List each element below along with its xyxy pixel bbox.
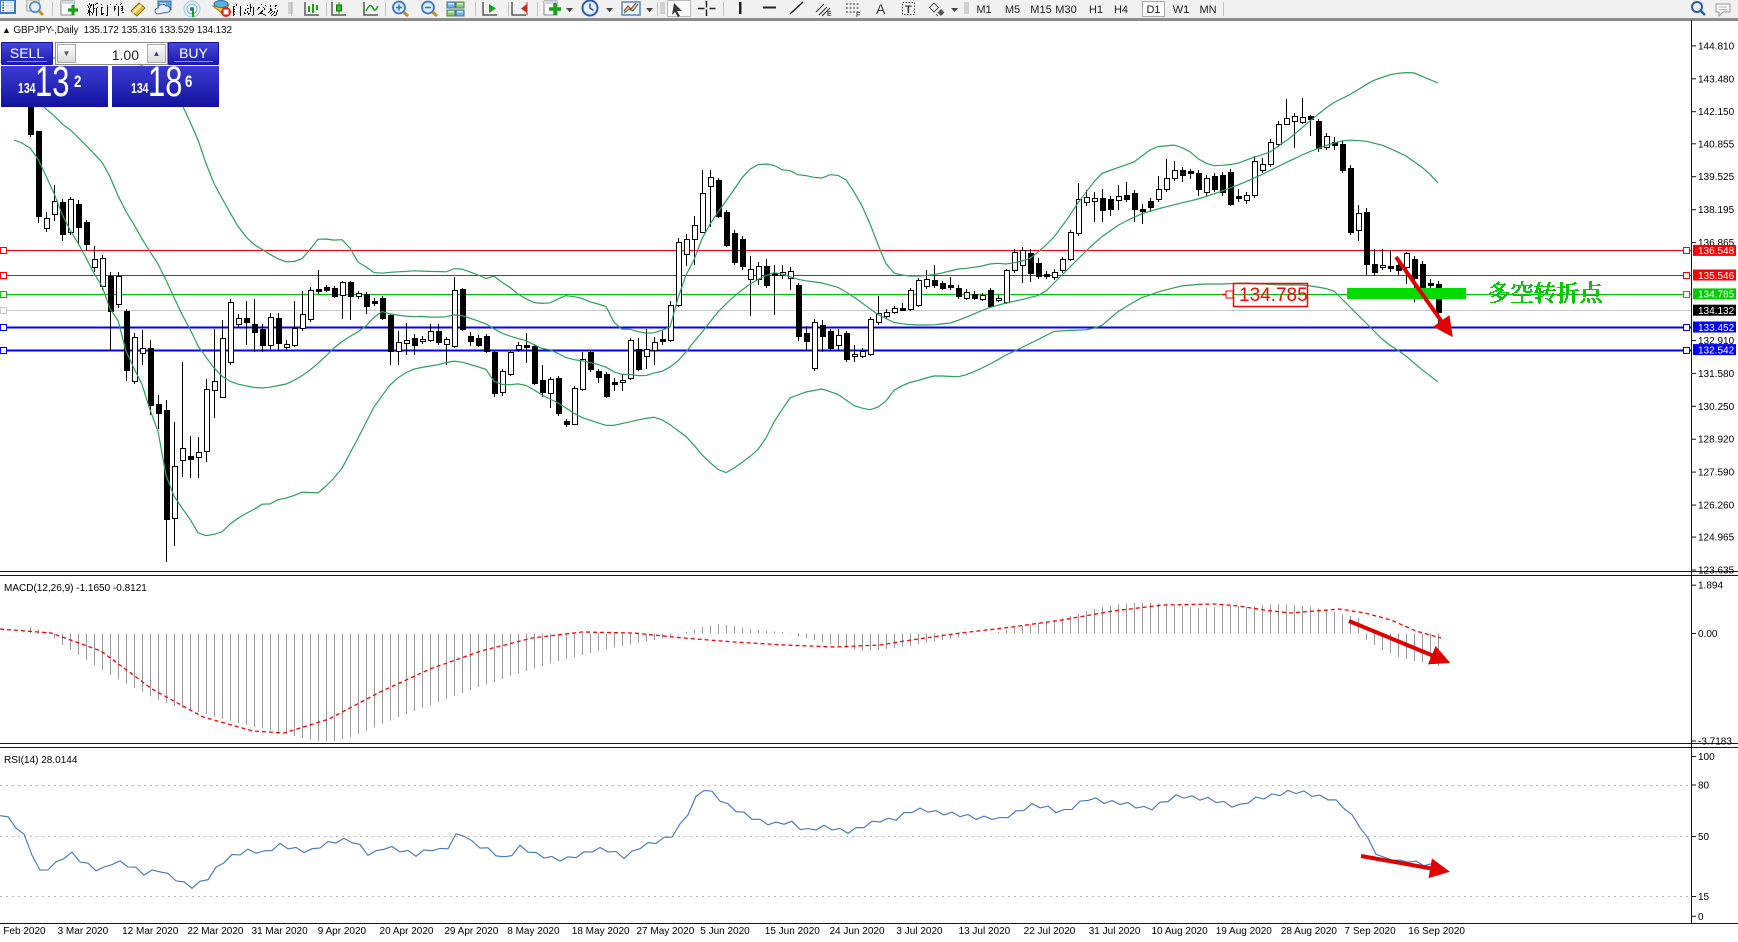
svg-text:80: 80 xyxy=(1698,781,1710,792)
svg-text:3 Jul 2020: 3 Jul 2020 xyxy=(896,926,943,937)
svg-text:22 Mar 2020: 22 Mar 2020 xyxy=(187,926,244,937)
svg-text:28 Aug 2020: 28 Aug 2020 xyxy=(1281,926,1338,937)
svg-text:D1: D1 xyxy=(1146,4,1160,16)
svg-text:131.580: 131.580 xyxy=(1698,369,1735,380)
svg-text:132.910: 132.910 xyxy=(1698,336,1735,347)
svg-text:MN: MN xyxy=(1199,4,1216,16)
svg-text:18 May 2020: 18 May 2020 xyxy=(572,926,630,937)
svg-text:M15: M15 xyxy=(1030,4,1051,16)
svg-text:5 Jun 2020: 5 Jun 2020 xyxy=(700,926,750,937)
svg-text:M1: M1 xyxy=(976,4,991,16)
svg-text:31 Mar 2020: 31 Mar 2020 xyxy=(252,926,309,937)
svg-text:134.785: 134.785 xyxy=(1698,290,1735,301)
svg-text:138.195: 138.195 xyxy=(1698,205,1735,216)
svg-text:A: A xyxy=(876,1,886,17)
svg-text:H1: H1 xyxy=(1089,4,1103,16)
svg-text:12 Mar 2020: 12 Mar 2020 xyxy=(122,926,179,937)
svg-text:100: 100 xyxy=(1698,752,1715,763)
svg-text:-3.7183: -3.7183 xyxy=(1698,737,1732,748)
svg-text:144.810: 144.810 xyxy=(1698,41,1735,52)
svg-text:127.590: 127.590 xyxy=(1698,468,1735,479)
svg-text:133.452: 133.452 xyxy=(1698,323,1735,334)
svg-text:134.132: 134.132 xyxy=(1698,306,1735,317)
svg-text:W1: W1 xyxy=(1173,4,1190,16)
svg-text:16 Sep 2020: 16 Sep 2020 xyxy=(1408,926,1465,937)
svg-text:0: 0 xyxy=(1698,912,1704,923)
svg-text:134.785: 134.785 xyxy=(1239,285,1308,306)
svg-text:10 Aug 2020: 10 Aug 2020 xyxy=(1152,926,1209,937)
svg-text:20 Apr 2020: 20 Apr 2020 xyxy=(380,926,434,937)
svg-text:13 Jul 2020: 13 Jul 2020 xyxy=(959,926,1011,937)
svg-text:124.965: 124.965 xyxy=(1698,533,1735,544)
svg-text:9 Apr 2020: 9 Apr 2020 xyxy=(318,926,367,937)
svg-text:139.525: 139.525 xyxy=(1698,172,1735,183)
svg-text:E: E xyxy=(827,11,832,18)
svg-text:15: 15 xyxy=(1698,892,1710,903)
svg-text:143.480: 143.480 xyxy=(1698,74,1735,85)
svg-text:1.894: 1.894 xyxy=(1698,581,1723,592)
svg-text:RSI(14) 28.0144: RSI(14) 28.0144 xyxy=(4,755,78,766)
svg-text:T: T xyxy=(905,4,912,16)
svg-text:126.260: 126.260 xyxy=(1698,501,1735,512)
svg-text:140.855: 140.855 xyxy=(1698,139,1735,150)
svg-text:H4: H4 xyxy=(1114,4,1128,16)
svg-text:3 Mar 2020: 3 Mar 2020 xyxy=(58,926,109,937)
svg-text:23 Feb 2020: 23 Feb 2020 xyxy=(0,926,46,937)
svg-text:29 Apr 2020: 29 Apr 2020 xyxy=(444,926,498,937)
svg-text:136.865: 136.865 xyxy=(1698,238,1735,249)
svg-text:132.542: 132.542 xyxy=(1698,345,1735,356)
svg-text:50: 50 xyxy=(1698,832,1710,843)
svg-text:7 Sep 2020: 7 Sep 2020 xyxy=(1345,926,1397,937)
svg-text:142.150: 142.150 xyxy=(1698,107,1735,118)
svg-text:27 May 2020: 27 May 2020 xyxy=(636,926,694,937)
svg-text:135.546: 135.546 xyxy=(1698,271,1735,282)
svg-text:31 Jul 2020: 31 Jul 2020 xyxy=(1089,926,1141,937)
svg-text:22 Jul 2020: 22 Jul 2020 xyxy=(1024,926,1076,937)
svg-text:24 Jun 2020: 24 Jun 2020 xyxy=(829,926,884,937)
svg-text:19 Aug 2020: 19 Aug 2020 xyxy=(1216,926,1273,937)
svg-text:8 May 2020: 8 May 2020 xyxy=(507,926,560,937)
svg-text:0.00: 0.00 xyxy=(1698,629,1718,640)
svg-text:F: F xyxy=(856,12,860,19)
svg-text:15 Jun 2020: 15 Jun 2020 xyxy=(765,926,820,937)
svg-text:M30: M30 xyxy=(1055,4,1076,16)
svg-text:136.548: 136.548 xyxy=(1698,246,1735,257)
svg-text:130.250: 130.250 xyxy=(1698,402,1735,413)
svg-text:128.920: 128.920 xyxy=(1698,435,1735,446)
svg-text:MACD(12,26,9) -1.1650 -0.8121: MACD(12,26,9) -1.1650 -0.8121 xyxy=(4,583,147,594)
svg-text:123.635: 123.635 xyxy=(1698,566,1735,577)
svg-text:M5: M5 xyxy=(1005,4,1020,16)
